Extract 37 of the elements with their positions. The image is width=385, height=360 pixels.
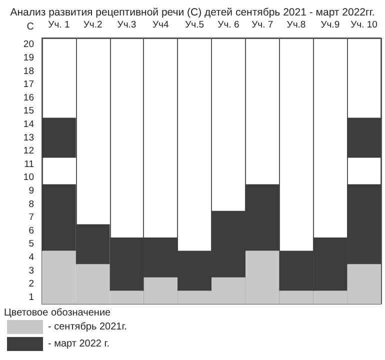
y-tick-label: 13 [23, 132, 34, 144]
x-tick-label: Уч.5 [185, 20, 204, 30]
y-tick-label: 3 [28, 265, 34, 276]
y-tick-label: 15 [23, 106, 34, 117]
y-tick-label: 14 [23, 118, 34, 130]
y-tick-label: 6 [28, 225, 34, 236]
x-tick-label: Уч. 1 [48, 20, 70, 30]
x-tick-label: Уч.9 [320, 20, 340, 30]
y-tick-label: 7 [28, 212, 34, 224]
legend-label: - сентябрь 2021г. [48, 322, 127, 332]
chart-title: Анализ развития рецептивной речи (С) детей сентябрь 2021 - март 2022гг. [10, 6, 375, 18]
legend-title: Цветовое обозначение [4, 308, 112, 318]
y-tick-label: 1 [28, 292, 34, 303]
legend-label: - март 2022 г. [48, 338, 110, 350]
x-tick-label: Уч4 [152, 20, 169, 30]
x-tick-label: Уч. 10 [350, 20, 378, 30]
bar [42, 118, 76, 158]
y-tick-label: 9 [28, 185, 34, 196]
x-tick-label: Уч.8 [286, 20, 306, 30]
y-tick-label: 10 [23, 172, 34, 184]
y-axis-title: С [26, 22, 34, 32]
y-tick-label: 18 [23, 66, 34, 77]
y-tick-label: 20 [23, 39, 34, 50]
y-tick-label: 4 [28, 252, 34, 263]
y-tick-label: 17 [23, 79, 34, 90]
y-tick-label: 16 [23, 92, 34, 104]
y-tick-label: 2 [28, 278, 34, 290]
bar [347, 118, 381, 158]
x-tick-label: Уч.2 [83, 20, 102, 30]
x-tick-label: Уч.3 [117, 20, 136, 30]
x-tick-label: Уч. 6 [218, 20, 240, 30]
y-tick-label: 12 [23, 146, 34, 157]
y-tick-label: 5 [28, 238, 34, 250]
y-tick-label: 11 [24, 158, 34, 170]
y-tick-label: 8 [28, 198, 34, 210]
y-tick-label: 19 [23, 52, 34, 64]
x-tick-label: Уч. 7 [252, 20, 274, 30]
